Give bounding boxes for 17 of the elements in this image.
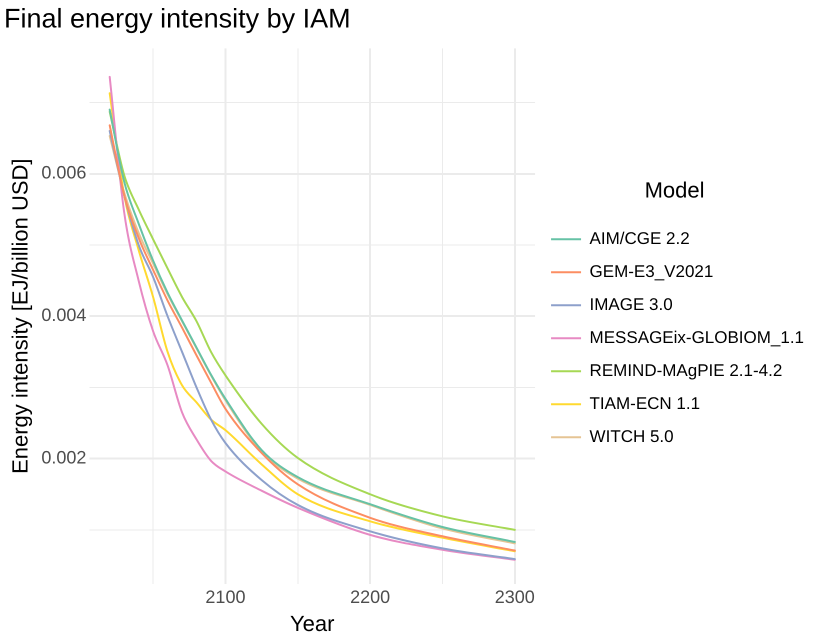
legend-label: AIM/CGE 2.2 [590, 228, 690, 248]
legend-title: Model [644, 177, 704, 202]
y-axis-title: Energy intensity [EJ/billion USD] [7, 158, 32, 474]
y-tick-label: 0.002 [41, 448, 86, 468]
x-tick-label: 2300 [494, 586, 535, 607]
legend-label: GEM-E3_V2021 [590, 262, 714, 281]
legend-label: MESSAGEix-GLOBIOM_1.1 [590, 328, 804, 347]
legend-label: TIAM-ECN 1.1 [590, 394, 700, 413]
y-tick-label: 0.006 [41, 162, 86, 183]
chart-title: Final energy intensity by IAM [4, 4, 351, 34]
legend-label: IMAGE 3.0 [590, 294, 673, 314]
legend-label: WITCH 5.0 [590, 426, 674, 446]
x-tick-label: 2100 [205, 586, 246, 607]
x-axis-title: Year [290, 610, 334, 636]
legend-label: REMIND-MAgPIE 2.1-4.2 [590, 360, 782, 380]
x-tick-label: 2200 [350, 586, 390, 607]
y-tick-label: 0.004 [41, 305, 86, 326]
